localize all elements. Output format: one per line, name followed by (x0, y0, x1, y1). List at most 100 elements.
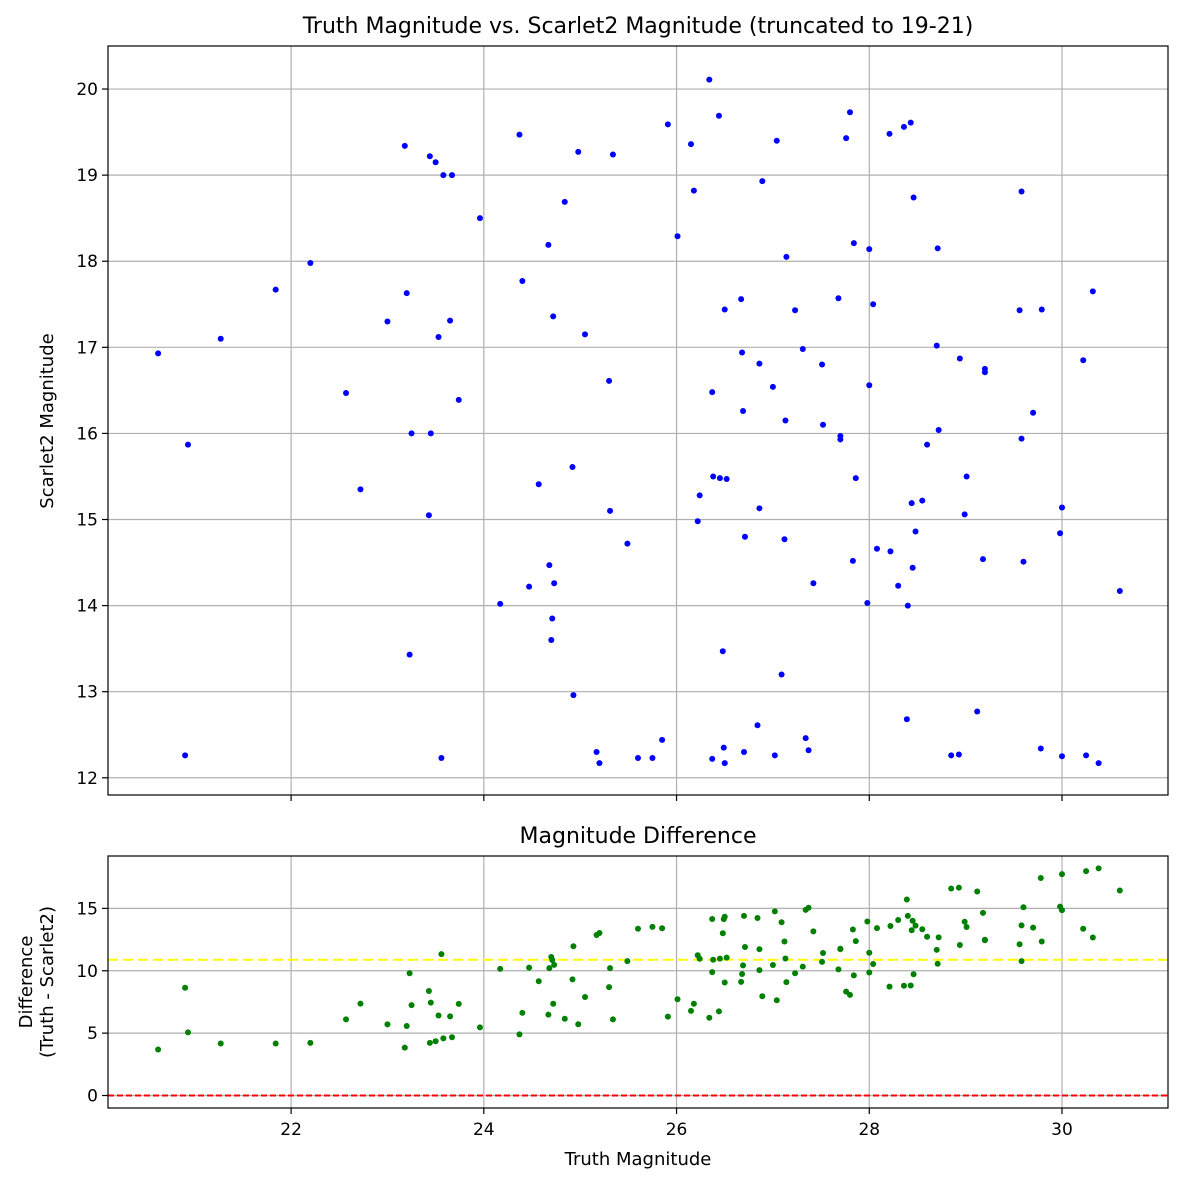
data-point-top (575, 148, 582, 155)
data-point-top (741, 748, 747, 755)
data-point-top (849, 557, 856, 564)
data-point-bottom (935, 934, 942, 941)
data-point-top (771, 752, 778, 759)
data-point-top (438, 754, 445, 761)
data-point-top (773, 137, 780, 144)
data-point-top (1059, 504, 1065, 511)
data-point-bottom (754, 915, 761, 922)
data-point-bottom (432, 1038, 439, 1045)
data-point-top (182, 752, 189, 759)
y-tick-label-bottom: 10 (76, 962, 98, 982)
x-axis-label: Truth Magnitude (564, 1149, 712, 1170)
data-point-bottom (948, 885, 955, 892)
data-point-top (440, 172, 447, 179)
data-point-bottom (570, 943, 577, 950)
data-point-bottom (739, 971, 746, 978)
data-point-bottom (307, 1039, 314, 1046)
data-point-bottom (406, 970, 413, 977)
data-point-bottom (664, 1013, 671, 1020)
data-point-top (837, 436, 844, 443)
data-point-top (427, 430, 434, 437)
data-point-top (609, 151, 616, 158)
data-point-top (1095, 760, 1102, 767)
data-point-top (719, 648, 726, 655)
data-point-bottom (217, 1040, 224, 1047)
data-point-top (783, 253, 790, 260)
data-point-bottom (852, 938, 859, 945)
data-point-bottom (956, 941, 963, 948)
data-point-top (432, 159, 439, 166)
data-point-bottom (649, 923, 656, 930)
data-point-bottom (738, 978, 745, 985)
data-point-bottom (357, 1000, 364, 1007)
data-point-bottom (1059, 871, 1065, 878)
data-point-bottom (810, 928, 817, 935)
data-point-bottom (974, 888, 981, 895)
data-point-top (184, 441, 191, 448)
data-point-top (754, 722, 761, 729)
data-point-top (850, 240, 857, 247)
data-point-top (659, 736, 666, 743)
data-point-bottom (427, 999, 434, 1006)
data-point-bottom (519, 1009, 526, 1016)
data-point-top (792, 307, 799, 314)
data-point-top (535, 481, 542, 488)
data-point-bottom (907, 982, 914, 989)
data-point-bottom (401, 1044, 408, 1051)
data-point-bottom (908, 927, 915, 934)
data-point-bottom (910, 971, 917, 978)
data-point-bottom (866, 969, 873, 976)
data-point-top (955, 751, 962, 758)
data-point-bottom (497, 965, 504, 972)
data-point-bottom (582, 993, 588, 1000)
data-point-bottom (545, 1011, 552, 1018)
data-point-bottom (721, 979, 728, 986)
data-point-bottom (903, 896, 910, 903)
data-point-bottom (756, 946, 763, 953)
y-tick-label-top: 12 (76, 769, 98, 789)
data-point-top (934, 245, 941, 252)
data-point-top (1018, 435, 1025, 442)
data-point-bottom (155, 1046, 162, 1053)
data-point-bottom (820, 950, 827, 957)
data-point-bottom (924, 933, 931, 940)
data-point-top (272, 286, 279, 293)
data-point-bottom (1089, 934, 1096, 941)
x-tick-label: 28 (858, 1120, 880, 1140)
data-point-bottom (864, 918, 871, 925)
y-tick-label-bottom: 0 (87, 1087, 98, 1107)
data-point-bottom (690, 1000, 697, 1007)
data-point-top (449, 172, 456, 179)
data-point-bottom (850, 972, 857, 979)
data-point-top (694, 518, 701, 525)
data-point-top (425, 512, 432, 519)
chart-title-top: Truth Magnitude vs. Scarlet2 Magnitude (… (302, 14, 974, 39)
data-point-top (649, 754, 656, 761)
data-point-top (551, 580, 558, 587)
data-point-top (546, 562, 553, 569)
data-point-top (910, 194, 917, 201)
y-tick-label-top: 20 (76, 80, 98, 100)
data-point-top (873, 545, 880, 552)
data-point-bottom (272, 1040, 279, 1047)
data-point-bottom (575, 1021, 582, 1028)
data-point-bottom (1018, 958, 1025, 965)
data-point-bottom (759, 993, 766, 1000)
data-point-top (664, 121, 671, 128)
data-point-bottom (709, 969, 716, 976)
data-point-bottom (384, 1021, 391, 1028)
data-point-top (948, 752, 955, 759)
data-point-bottom (961, 918, 968, 925)
data-point-bottom (837, 945, 844, 952)
y-tick-label-bottom: 15 (76, 899, 98, 919)
data-point-top (545, 241, 552, 248)
data-point-bottom (1020, 904, 1027, 911)
y-tick-label-top: 19 (76, 166, 98, 186)
data-point-top (1083, 752, 1090, 759)
data-point-top (709, 389, 716, 396)
data-point-bottom (979, 909, 986, 916)
data-point-bottom (561, 1015, 568, 1022)
data-point-top (635, 754, 641, 761)
data-point-top (864, 600, 871, 607)
data-point-top (924, 441, 931, 448)
